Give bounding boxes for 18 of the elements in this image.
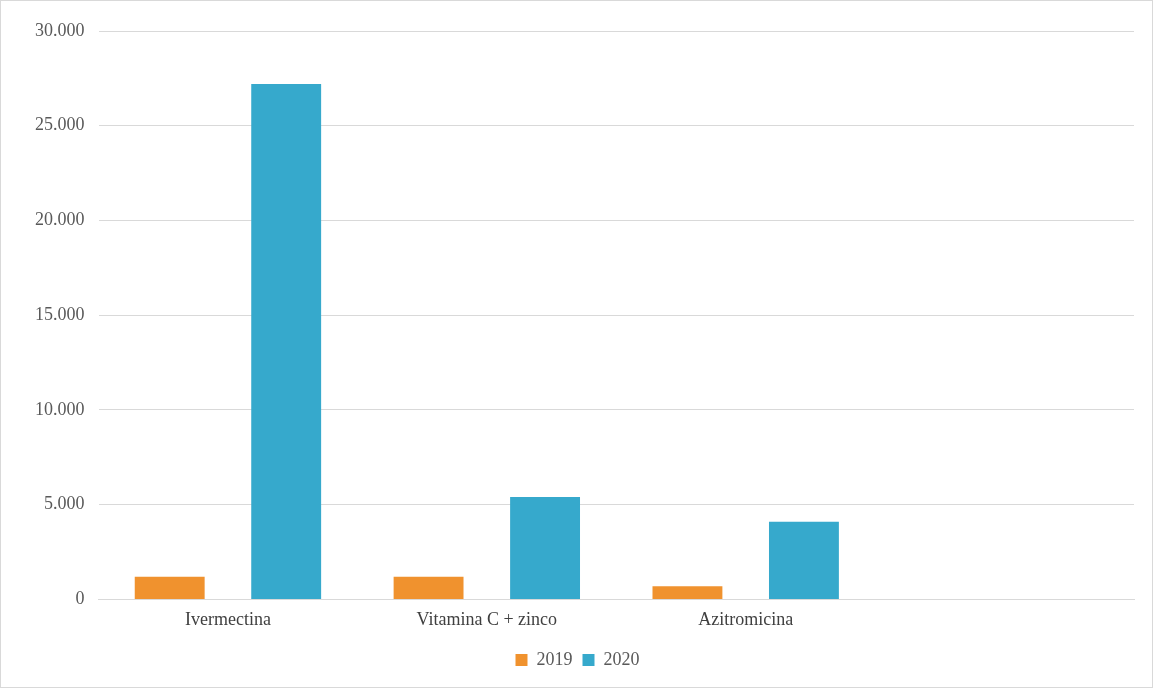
y-tick-label: 0 <box>75 588 85 609</box>
bar <box>134 576 205 599</box>
x-tick-label: Ivermectina <box>184 608 271 629</box>
bar <box>652 586 723 599</box>
y-tick-label: 10.000 <box>35 398 85 419</box>
x-tick-label: Vitamina C + zinco <box>416 608 558 629</box>
y-tick-label: 20.000 <box>35 209 85 230</box>
y-tick-label: 30.000 <box>35 19 85 40</box>
bar <box>251 84 322 599</box>
y-tick-label: 25.000 <box>35 114 85 135</box>
bar <box>393 576 464 599</box>
legend-label: 2019 <box>536 648 573 669</box>
y-tick-label: 15.000 <box>35 303 85 324</box>
legend-label: 2020 <box>603 648 640 669</box>
y-tick-label: 5.000 <box>44 493 85 514</box>
bar <box>768 521 839 599</box>
bar <box>510 497 581 599</box>
x-tick-label: Azitromicina <box>698 608 794 629</box>
